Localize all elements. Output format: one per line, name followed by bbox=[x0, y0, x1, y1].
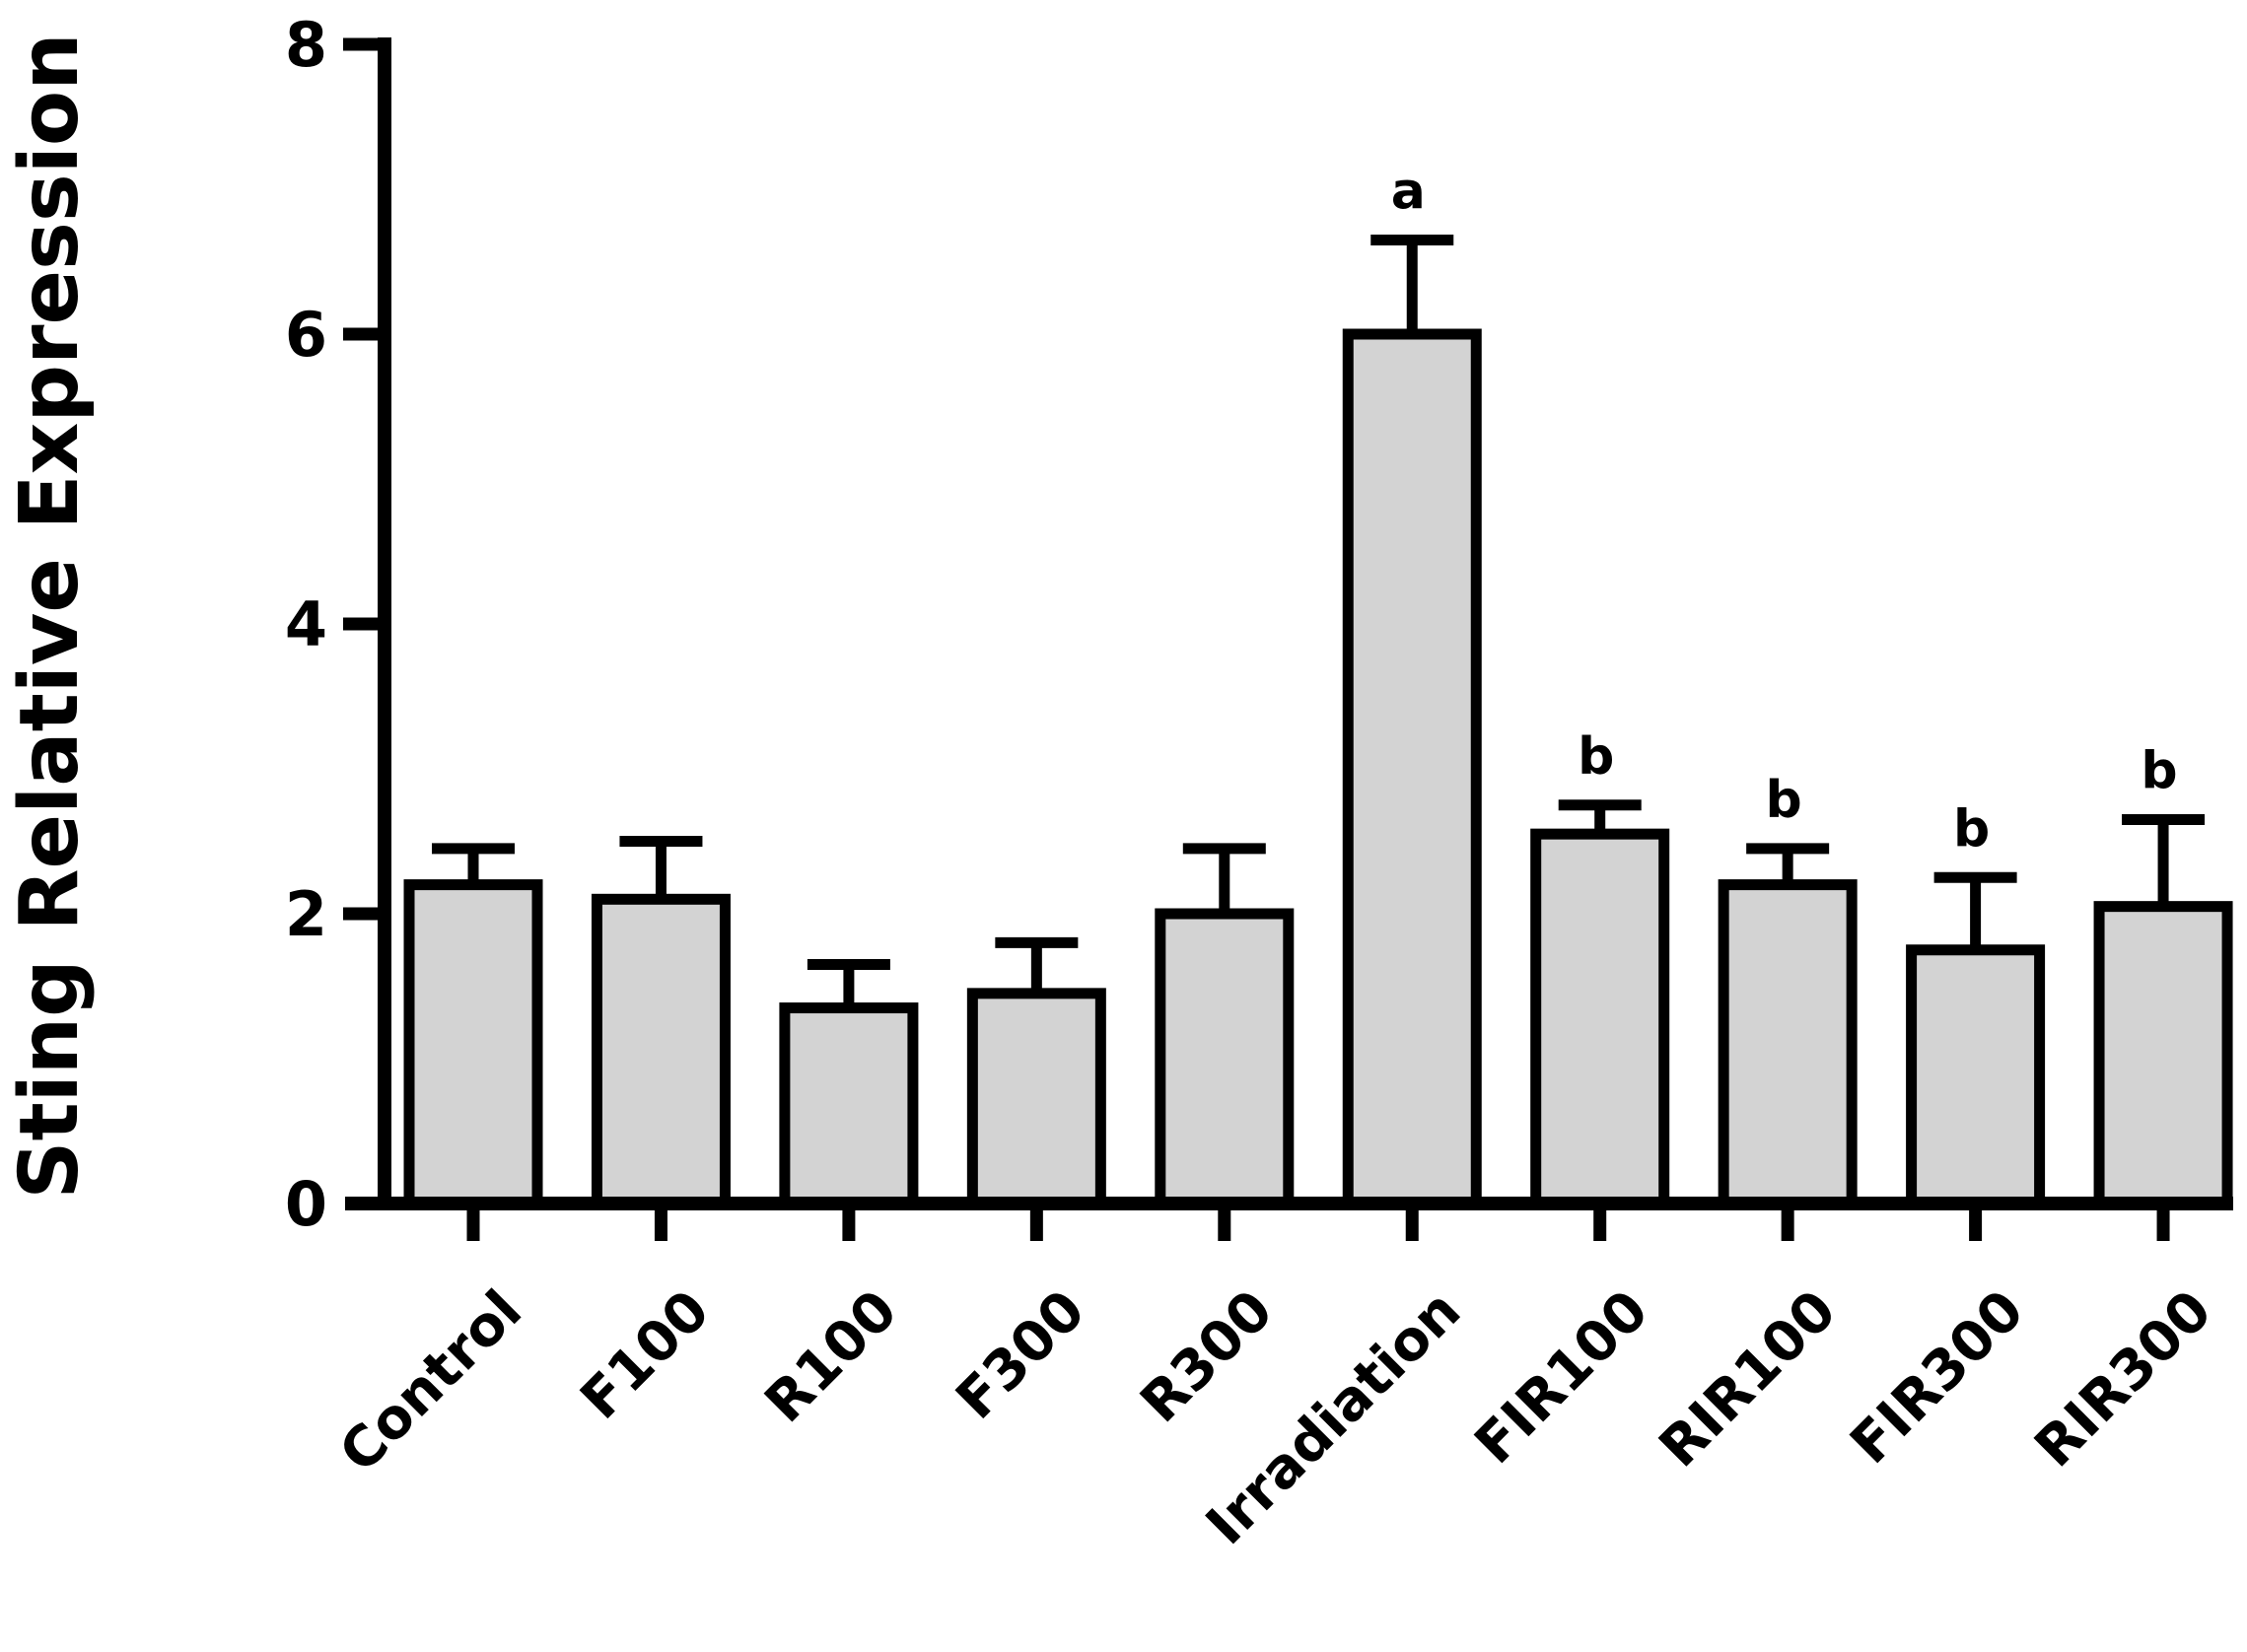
y-tick-label-8: 8 bbox=[285, 9, 327, 81]
sig-letter-rir100: b bbox=[1766, 771, 1802, 830]
plot-area: Control F100 R100 F300 R300aIrradiationbFIR1… bbox=[285, 9, 2233, 1557]
x-label-r100: R100 bbox=[753, 1278, 910, 1435]
sig-letter-fir100: b bbox=[1578, 727, 1614, 787]
bar-fir100 bbox=[1530, 828, 1670, 1209]
x-label-r300: R300 bbox=[1129, 1278, 1286, 1435]
bar-r300 bbox=[1155, 908, 1295, 1209]
bar-irradiation bbox=[1342, 328, 1482, 1209]
y-tick-label-2: 2 bbox=[285, 878, 327, 950]
x-label-f300: F300 bbox=[945, 1278, 1098, 1432]
bar-control bbox=[403, 879, 543, 1209]
y-tick-label-4: 4 bbox=[285, 588, 327, 660]
bar-f300 bbox=[966, 988, 1106, 1209]
bar-rir300 bbox=[2093, 901, 2233, 1209]
sig-letter-rir300: b bbox=[2141, 741, 2177, 800]
x-label-control: Control bbox=[327, 1278, 534, 1485]
x-label-fir300: FIR300 bbox=[1839, 1278, 2037, 1477]
x-label-rir300: RIR300 bbox=[2023, 1278, 2224, 1480]
sig-letter-fir300: b bbox=[1953, 799, 1990, 859]
bar-rir100 bbox=[1718, 879, 1858, 1209]
y-tick-label-6: 6 bbox=[285, 299, 327, 371]
x-label-fir100: FIR100 bbox=[1463, 1278, 1661, 1477]
y-axis-title: Sting Relative Expression bbox=[3, 33, 97, 1199]
bar-fir300 bbox=[1906, 944, 2046, 1209]
bar-f100 bbox=[591, 893, 731, 1209]
sig-letter-irradiation: a bbox=[1391, 162, 1426, 221]
x-label-rir100: RIR100 bbox=[1648, 1278, 1849, 1480]
x-label-f100: F100 bbox=[569, 1278, 723, 1432]
bar-r100 bbox=[779, 1002, 919, 1209]
y-tick-label-0: 0 bbox=[285, 1168, 327, 1240]
